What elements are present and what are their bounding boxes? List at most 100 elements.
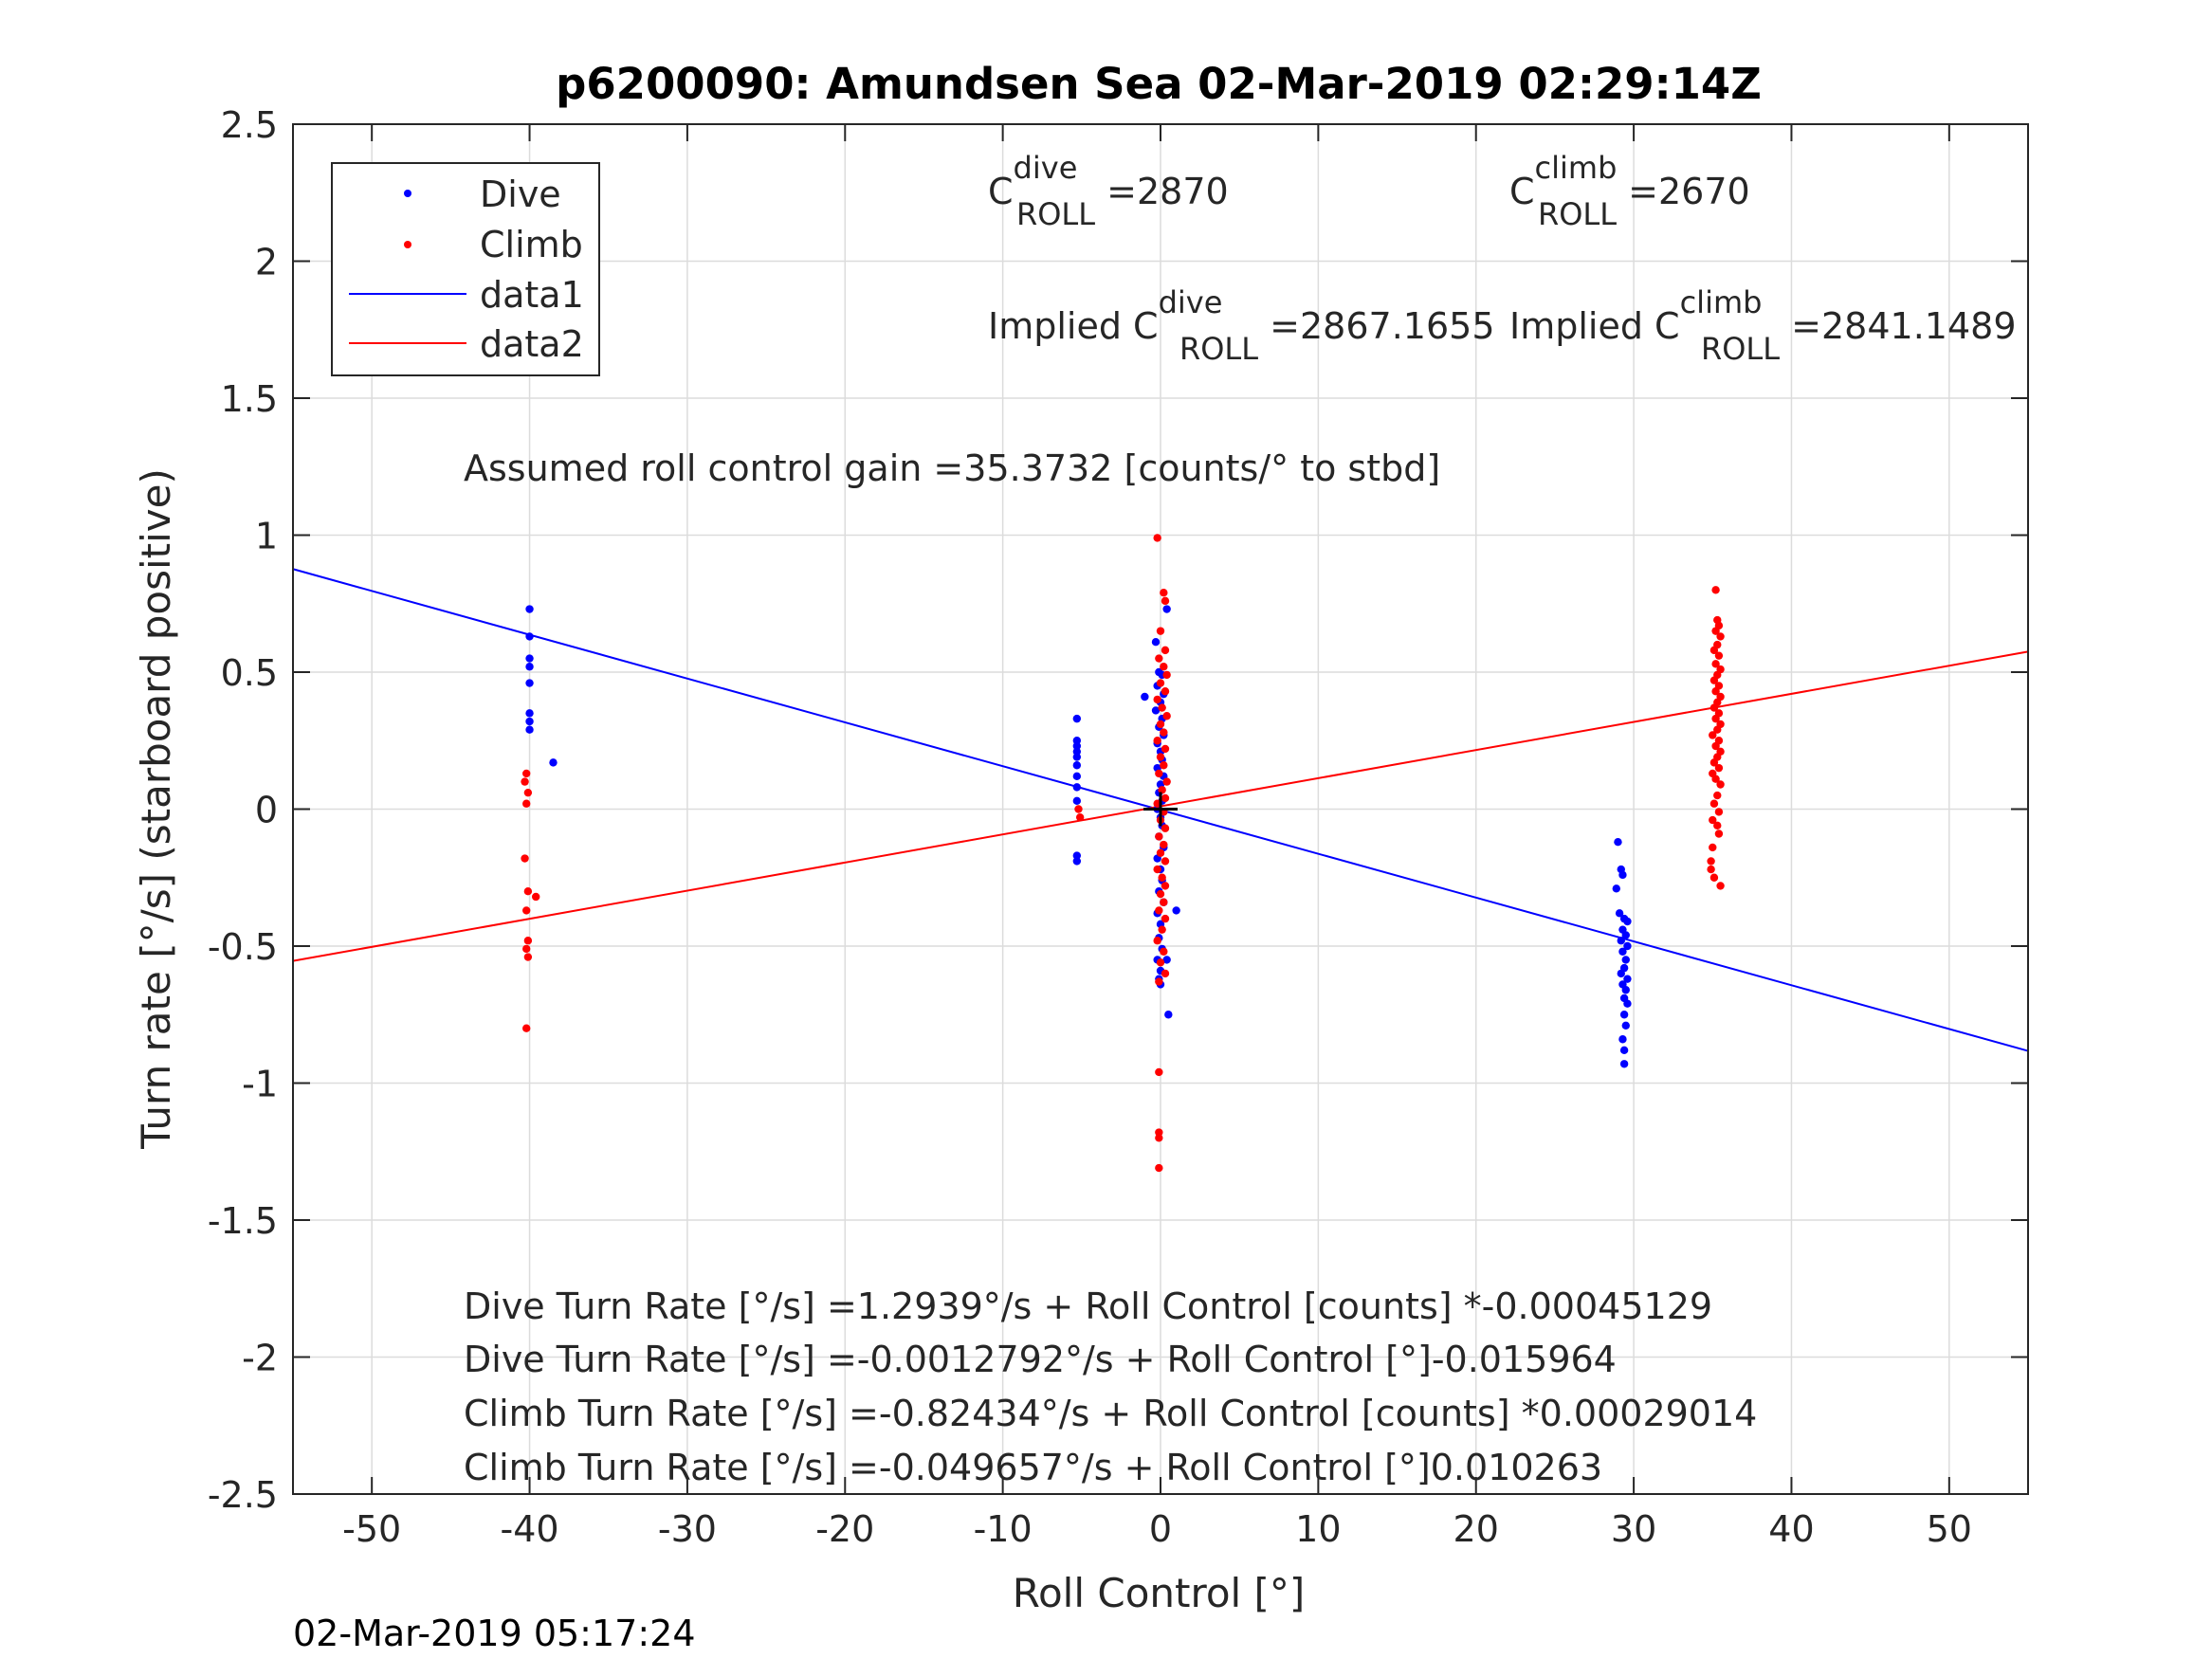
climb-point (521, 777, 529, 786)
climb-point (523, 788, 533, 797)
climb-point (1156, 679, 1165, 687)
dive-point (1621, 931, 1630, 939)
climb-point (1711, 775, 1720, 783)
dive-point (1618, 1035, 1627, 1044)
climb-point (1716, 882, 1725, 890)
implied-dive-base: Implied C (988, 305, 1159, 347)
dive-point (1623, 999, 1632, 1008)
climb-point (1161, 793, 1170, 803)
dive-point (1619, 1060, 1629, 1068)
implied-dive-sub: ROLL (1179, 331, 1258, 367)
dive-point (1072, 761, 1082, 770)
climb-point (1158, 925, 1166, 934)
dive-point (1072, 796, 1082, 806)
climb-point (1156, 889, 1165, 899)
y-tick-label: -1 (242, 1064, 278, 1105)
dive-point (1623, 975, 1632, 983)
implied-c-roll-climb-annotation: Implied Cclimb ROLL =2841.1489 (1509, 284, 2017, 367)
equation-climb-counts: Climb Turn Rate [°/s] =-0.82434°/s + Rol… (464, 1393, 1757, 1434)
climb-point (1711, 660, 1720, 668)
climb-point (1156, 627, 1165, 635)
dive-point (525, 663, 534, 671)
dive-point (1072, 737, 1082, 745)
climb-point (1714, 830, 1724, 838)
climb-point (521, 854, 529, 863)
dive-point (1151, 638, 1161, 647)
y-tick-label: 2.5 (221, 104, 278, 146)
x-tick-label: 0 (1149, 1508, 1172, 1550)
dive-point (1072, 772, 1082, 781)
climb-point (1161, 646, 1170, 655)
climb-point (1161, 596, 1170, 606)
dive-point (1618, 870, 1627, 880)
dive-point (1623, 941, 1632, 951)
climb-point (1156, 958, 1165, 967)
y-tick-label: -0.5 (208, 926, 278, 968)
tick-marks (293, 123, 2028, 1495)
dive-point (1621, 956, 1630, 964)
dive-point (1072, 747, 1082, 757)
climb-point (1161, 857, 1170, 866)
climb-point (1155, 1128, 1163, 1137)
dive-point (525, 632, 534, 641)
climb-point (1162, 670, 1171, 680)
climb-point (522, 769, 531, 778)
c-roll-dive-sup: dive (1014, 150, 1078, 186)
c-roll-climb-sup: climb (1535, 150, 1618, 186)
c-roll-climb-sub: ROLL (1538, 196, 1617, 232)
legend: Dive Climb data1 data2 (331, 162, 600, 376)
climb-point (1709, 703, 1719, 712)
climb-point (1711, 586, 1720, 594)
dive-point (1072, 851, 1082, 860)
climb-point (1713, 725, 1722, 734)
dive-point (1072, 753, 1082, 761)
climb-point (1161, 687, 1170, 696)
climb-point (1075, 812, 1085, 822)
climb-point (1156, 720, 1165, 729)
legend-dive-marker (404, 190, 411, 197)
x-tick-label: 50 (1927, 1508, 1972, 1550)
legend-box (331, 162, 600, 376)
dive-point (525, 709, 534, 718)
climb-point (1711, 687, 1720, 696)
dive-point (1621, 986, 1630, 994)
climb-point (523, 953, 533, 961)
y-tick-label: -2.5 (208, 1474, 278, 1516)
climb-point (1153, 937, 1161, 945)
climb-point (1160, 761, 1168, 770)
legend-data1-label: data1 (480, 274, 584, 316)
y-tick-label: 2 (255, 242, 278, 283)
climb-point (523, 937, 533, 945)
origin-cross-marker (1143, 792, 1178, 827)
climb-point (1709, 676, 1719, 684)
climb-point (1158, 786, 1166, 794)
equation-dive-counts: Dive Turn Rate [°/s] =1.2939°/s + Roll C… (464, 1285, 1712, 1327)
climb-point (1707, 857, 1715, 866)
climb-point (1160, 840, 1168, 849)
dive-point (1614, 837, 1622, 847)
dive-point (525, 605, 534, 613)
dive-point (1072, 783, 1082, 792)
climb-point (1160, 947, 1168, 956)
c-roll-climb-value: =2670 (1617, 171, 1750, 212)
climb-point (1155, 769, 1163, 778)
dive-point (1618, 947, 1627, 956)
chart-title: p6200090: Amundsen Sea 02-Mar-2019 02:29… (556, 59, 1762, 109)
climb-point (1158, 703, 1166, 712)
x-tick-label: 40 (1768, 1508, 1814, 1550)
implied-climb-sub: ROLL (1701, 331, 1780, 367)
dive-point (1072, 857, 1082, 866)
y-tick-label: 0.5 (221, 652, 278, 694)
climb-point (1155, 1067, 1163, 1077)
equation-climb-degrees: Climb Turn Rate [°/s] =-0.049657°/s + Ro… (464, 1447, 1602, 1488)
climb-point (1709, 873, 1719, 882)
climb-point (1711, 627, 1720, 635)
climb-point (1709, 758, 1719, 767)
c-roll-dive-base: C (988, 171, 1014, 212)
implied-dive-sup: dive (1159, 284, 1223, 320)
y-tick-label: 0 (255, 790, 278, 831)
implied-climb-base: Implied C (1509, 305, 1680, 347)
c-roll-climb-annotation: Cclimb ROLL =2670 (1509, 150, 1750, 232)
dive-point (1621, 1021, 1630, 1030)
